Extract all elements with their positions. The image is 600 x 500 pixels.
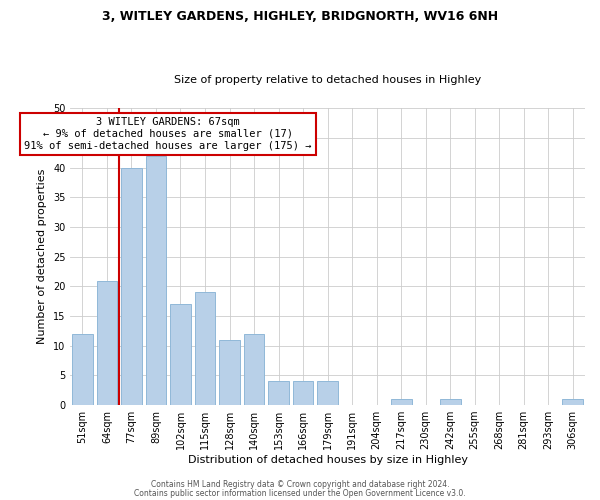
Bar (440, 399, 461, 405)
Bar (391, 399, 412, 405)
Bar (121, 168, 142, 405)
Bar (170, 304, 191, 405)
Bar (268, 382, 289, 405)
Title: Size of property relative to detached houses in Highley: Size of property relative to detached ho… (174, 76, 481, 86)
Text: 3 WITLEY GARDENS: 67sqm
← 9% of detached houses are smaller (17)
91% of semi-det: 3 WITLEY GARDENS: 67sqm ← 9% of detached… (25, 118, 312, 150)
Text: 3, WITLEY GARDENS, HIGHLEY, BRIDGNORTH, WV16 6NH: 3, WITLEY GARDENS, HIGHLEY, BRIDGNORTH, … (102, 10, 498, 23)
Bar (146, 156, 166, 405)
Bar (194, 292, 215, 405)
X-axis label: Distribution of detached houses by size in Highley: Distribution of detached houses by size … (188, 455, 467, 465)
Y-axis label: Number of detached properties: Number of detached properties (37, 169, 47, 344)
Text: Contains HM Land Registry data © Crown copyright and database right 2024.: Contains HM Land Registry data © Crown c… (151, 480, 449, 489)
Bar (244, 334, 265, 405)
Bar (317, 382, 338, 405)
Bar (562, 399, 583, 405)
Text: Contains public sector information licensed under the Open Government Licence v3: Contains public sector information licen… (134, 488, 466, 498)
Bar (72, 334, 93, 405)
Bar (293, 382, 313, 405)
Bar (97, 280, 118, 405)
Bar (219, 340, 240, 405)
